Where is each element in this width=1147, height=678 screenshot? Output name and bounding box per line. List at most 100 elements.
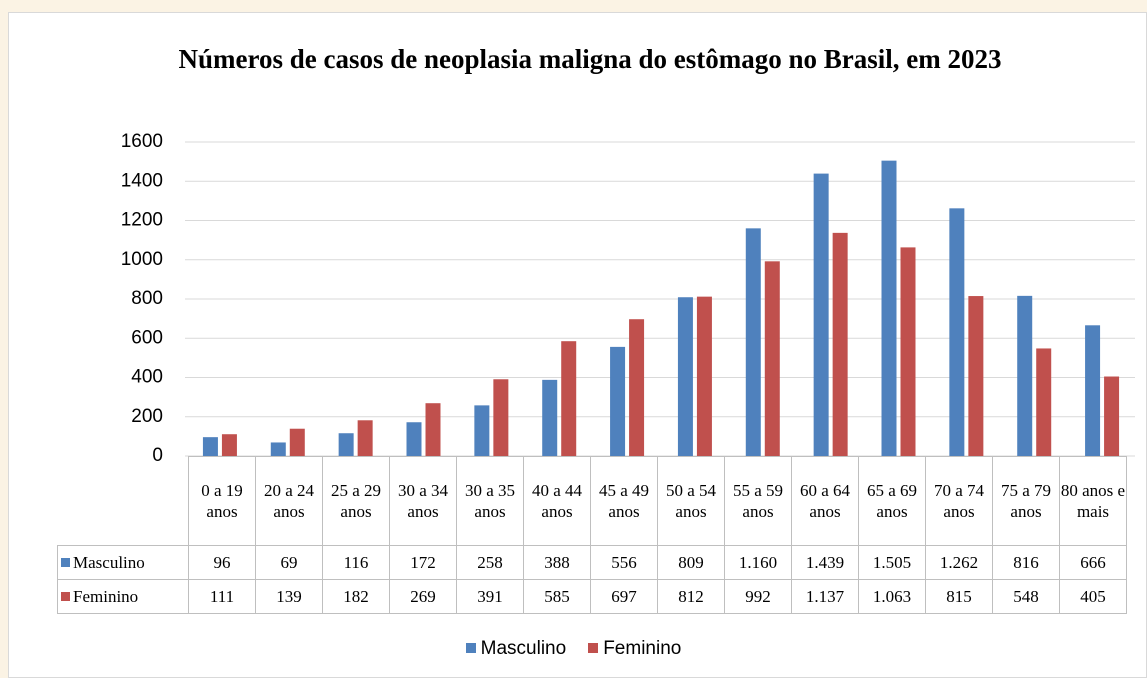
bar <box>474 405 490 456</box>
bar <box>406 422 422 456</box>
corner-cell <box>57 456 189 546</box>
legend-item: Feminino <box>588 638 681 660</box>
category-label: 30 a 35 anos <box>456 456 524 546</box>
bar <box>1017 295 1033 456</box>
value-label: 269 <box>389 579 457 614</box>
y-tick-label: 400 <box>131 367 163 388</box>
table-header: 0 a 19 anos 20 a 24 anos 25 a 29 anos 30 a … <box>57 456 1127 546</box>
bar <box>202 437 218 456</box>
bar <box>968 296 984 456</box>
chart-title: Números de casos de neoplasia maligna do… <box>178 44 1002 74</box>
bar <box>493 379 509 456</box>
value-label: 69 <box>255 545 323 580</box>
category-label: 80 anos e mais <box>1059 456 1127 546</box>
y-tick-label: 0 <box>152 445 163 466</box>
bar <box>221 434 237 456</box>
category-label: 40 a 44 anos <box>523 456 591 546</box>
y-tick-label: 1600 <box>121 131 163 152</box>
bar <box>1085 325 1101 456</box>
category-label: 55 a 59 anos <box>724 456 792 546</box>
y-tick-label: 600 <box>131 327 163 348</box>
value-label: 992 <box>724 579 792 614</box>
bar <box>881 160 897 457</box>
category-label: 0 a 19 anos <box>188 456 256 546</box>
y-tick-label: 1400 <box>121 170 163 191</box>
value-label: 1.505 <box>858 545 926 580</box>
value-label: 1.439 <box>791 545 859 580</box>
legend: Masculino Feminino <box>0 638 1147 660</box>
value-label: 182 <box>322 579 390 614</box>
value-label: 96 <box>188 545 256 580</box>
y-tick-label: 1200 <box>121 210 163 231</box>
bar <box>949 208 965 456</box>
value-label: 111 <box>188 579 256 614</box>
bar <box>1036 348 1052 456</box>
bar <box>696 296 712 456</box>
table-row: Masculino 96 69 116 172 258 388 556 809 1.160 1.43… <box>57 545 1127 580</box>
value-label: 697 <box>590 579 658 614</box>
bar <box>357 420 373 456</box>
bar <box>425 403 441 456</box>
value-label: 1.160 <box>724 545 792 580</box>
bar <box>1104 376 1120 456</box>
bar <box>629 319 645 456</box>
bar <box>764 261 780 456</box>
bar <box>542 379 558 456</box>
value-label: 816 <box>992 545 1060 580</box>
category-label: 30 a 34 anos <box>389 456 457 546</box>
value-label: 815 <box>925 579 993 614</box>
value-label: 139 <box>255 579 323 614</box>
value-label: 1.063 <box>858 579 926 614</box>
value-label: 391 <box>456 579 524 614</box>
series-name: Masculino <box>73 553 145 572</box>
bar <box>745 228 761 456</box>
bar <box>338 433 354 456</box>
value-label: 812 <box>657 579 725 614</box>
y-tick-label: 1000 <box>121 249 163 270</box>
value-label: 258 <box>456 545 524 580</box>
bar <box>561 341 577 456</box>
series-cell: Masculino <box>57 545 189 580</box>
legend-key <box>588 643 599 653</box>
value-label: 1.137 <box>791 579 859 614</box>
table-row: Feminino 111 139 182 269 391 585 697 812 992 1.137… <box>57 579 1127 614</box>
bar <box>270 442 286 456</box>
value-label: 405 <box>1059 579 1127 614</box>
category-label: 60 a 64 anos <box>791 456 859 546</box>
value-label: 556 <box>590 545 658 580</box>
category-label: 25 a 29 anos <box>322 456 390 546</box>
value-label: 548 <box>992 579 1060 614</box>
category-label: 75 a 79 anos <box>992 456 1060 546</box>
value-label: 666 <box>1059 545 1127 580</box>
value-label: 388 <box>523 545 591 580</box>
value-label: 116 <box>322 545 390 580</box>
category-label: 20 a 24 anos <box>255 456 323 546</box>
category-label: 45 a 49 anos <box>590 456 658 546</box>
legend-label: Feminino <box>603 638 682 659</box>
value-label: 585 <box>523 579 591 614</box>
bar <box>677 297 693 456</box>
legend-item: Masculino <box>465 638 567 660</box>
bar <box>900 247 916 456</box>
category-label: 65 a 69 anos <box>858 456 926 546</box>
value-label: 809 <box>657 545 725 580</box>
legend-label: Masculino <box>480 638 567 659</box>
bar <box>813 173 829 456</box>
legend-key <box>61 558 70 567</box>
value-label: 1.262 <box>925 545 993 580</box>
bar <box>610 346 626 456</box>
series-name: Feminino <box>73 587 139 606</box>
category-label: 50 a 54 anos <box>657 456 725 546</box>
bar <box>289 428 305 456</box>
bar <box>832 232 848 456</box>
series-cell: Feminino <box>57 579 189 614</box>
category-label: 70 a 74 anos <box>925 456 993 546</box>
value-label: 172 <box>389 545 457 580</box>
legend-key <box>61 592 70 601</box>
y-tick-label: 200 <box>131 406 163 427</box>
data-table: 0 a 19 anos 20 a 24 anos 25 a 29 anos 30 a … <box>57 456 1127 614</box>
legend-key <box>465 643 476 653</box>
y-tick-label: 800 <box>131 288 163 309</box>
